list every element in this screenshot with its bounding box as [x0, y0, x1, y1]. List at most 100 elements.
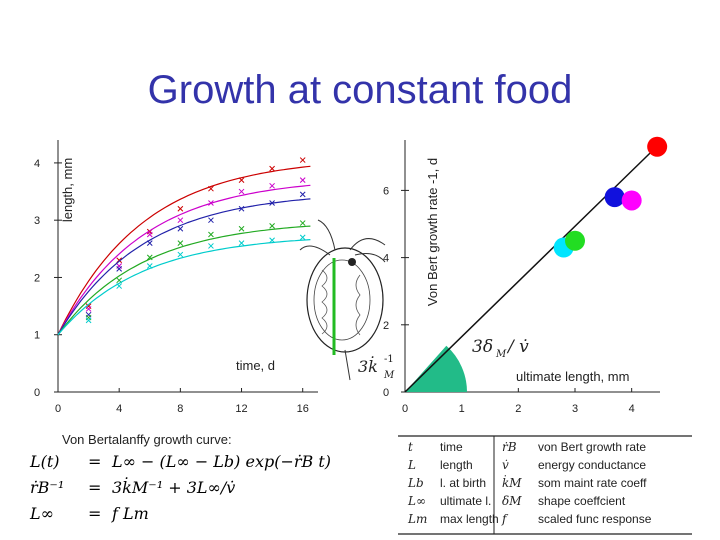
vonbert-chart: 0 2 4 6 0 1 2 3 4 Von Bert growth rate -1, d ultim…	[358, 136, 668, 415]
table-cell-desc: l. at birth	[440, 476, 487, 490]
y-tick-label-2: 0	[383, 387, 389, 399]
table-cell-desc: length	[440, 458, 473, 472]
table-cell-sym2: v̇	[502, 458, 509, 472]
y-tick-label-2: 4	[383, 253, 389, 265]
table-cell-desc: max length	[440, 512, 499, 526]
y-tick-label: 2	[34, 272, 40, 284]
series-point-0-6	[269, 165, 275, 172]
series-curve-4	[57, 239, 311, 336]
series-curve-0	[57, 165, 311, 335]
x-tick-label: 0	[55, 403, 61, 415]
x-tick-label-2: 0	[402, 403, 408, 415]
series-point-3-3	[177, 240, 184, 246]
x-tick-label: 8	[177, 403, 183, 415]
table-cell-sym2: δM	[502, 494, 522, 508]
equation-lhs: L(t)	[30, 452, 60, 471]
table-cell-desc: time	[440, 440, 463, 454]
series-point-3-6	[269, 223, 275, 229]
series-point-2-6	[269, 200, 275, 206]
series-point-4-5	[238, 240, 245, 246]
equation-rhs: 3k̇M⁻¹ + 3L∞/v̇	[112, 478, 236, 497]
series-point-4-6	[269, 237, 275, 244]
table-cell-desc: ultimate l.	[440, 494, 492, 508]
equals-sign: =	[88, 504, 102, 523]
series-point-1-4	[208, 200, 214, 206]
data-point-1	[565, 230, 585, 251]
intercept-label-sup: -1	[384, 354, 394, 365]
series-curve-3	[57, 225, 311, 336]
table-cell-sym: Lm	[408, 512, 428, 526]
data-point-4	[647, 136, 668, 157]
series-point-4-1	[116, 283, 123, 289]
data-point-3	[621, 190, 642, 211]
x-tick-label-2: 1	[459, 403, 465, 415]
equals-sign: =	[88, 452, 102, 471]
equation-lhs: ṙB⁻¹	[30, 478, 65, 497]
series-point-2-2	[146, 240, 153, 246]
series-point-1-5	[238, 188, 245, 195]
series-curve-2	[57, 198, 311, 336]
symbol-table	[398, 435, 692, 535]
table-cell-desc2: energy conductance	[538, 458, 647, 472]
x-tick-label: 4	[116, 403, 122, 415]
x-tick-label-2: 4	[629, 403, 635, 415]
series-point-1-0	[85, 306, 92, 312]
series-point-2-4	[208, 217, 214, 224]
angle-wedge	[405, 345, 467, 392]
series-point-1-3	[177, 217, 184, 224]
series-point-2-1	[116, 266, 123, 272]
series-point-1-7	[299, 177, 306, 183]
series-point-0-7	[299, 157, 306, 163]
series-point-3-5	[238, 225, 245, 232]
x-tick-label: 16	[297, 403, 309, 415]
y-tick-label: 1	[34, 330, 40, 342]
series-point-4-7	[299, 234, 306, 241]
series-point-0-4	[208, 185, 214, 192]
series-point-1-2	[146, 231, 153, 238]
table-cell-desc2: som maint rate coeff	[538, 476, 647, 490]
y-tick-label-2: 6	[383, 185, 389, 197]
page-title: Growth at constant food	[147, 68, 573, 112]
table-cell-sym2: ṙB	[502, 440, 517, 454]
y-axis-label-2: Von Bert growth rate -1, d	[425, 158, 440, 306]
series-point-3-4	[208, 231, 214, 238]
angle-label: 3δ	[472, 337, 493, 357]
table-cell-sym: t	[408, 440, 413, 454]
equation-lhs: L∞	[30, 504, 54, 523]
series-point-2-7	[299, 191, 306, 198]
series-point-3-2	[146, 254, 153, 261]
x-axis-label-2: ultimate length, mm	[516, 369, 629, 384]
x-tick-label-2: 3	[572, 403, 578, 415]
series-point-2-3	[177, 225, 184, 232]
series-point-1-6	[269, 182, 275, 189]
series-point-4-3	[177, 251, 184, 258]
intercept-label-sub: M	[383, 370, 395, 381]
y-axis-label: length, mm	[60, 158, 75, 222]
y-tick-label: 4	[34, 158, 40, 170]
series-point-4-4	[208, 243, 214, 249]
equation-rhs: L∞ − (L∞ − Lb) exp(−ṙB t)	[112, 452, 332, 471]
intercept-label: 3k̇	[358, 356, 378, 376]
x-tick-label-2: 2	[515, 403, 521, 415]
series-point-2-5	[238, 205, 245, 212]
table-cell-sym: L∞	[408, 494, 426, 508]
equals-sign: =	[88, 478, 102, 497]
series-point-4-2	[146, 263, 153, 269]
angle-label-tail: / v̇	[506, 337, 529, 357]
equation-rhs: f Lm	[112, 504, 149, 523]
table-cell-sym2: f	[502, 512, 507, 526]
table-cell-desc2: von Bert growth rate	[538, 440, 647, 454]
curve-label: Von Bertalanffy growth curve:	[62, 432, 232, 447]
series-point-0-3	[177, 205, 184, 212]
y-tick-label-2: 2	[383, 320, 389, 332]
x-tick-label: 12	[235, 403, 247, 415]
series-point-0-5	[238, 177, 245, 183]
table-cell-sym: L	[408, 458, 416, 472]
regression-line	[404, 142, 661, 393]
y-tick-label: 3	[34, 215, 40, 227]
table-cell-desc2: shape coeffcient	[538, 494, 626, 508]
y-tick-label: 0	[34, 387, 40, 399]
table-cell-sym2: k̇M	[502, 476, 522, 490]
